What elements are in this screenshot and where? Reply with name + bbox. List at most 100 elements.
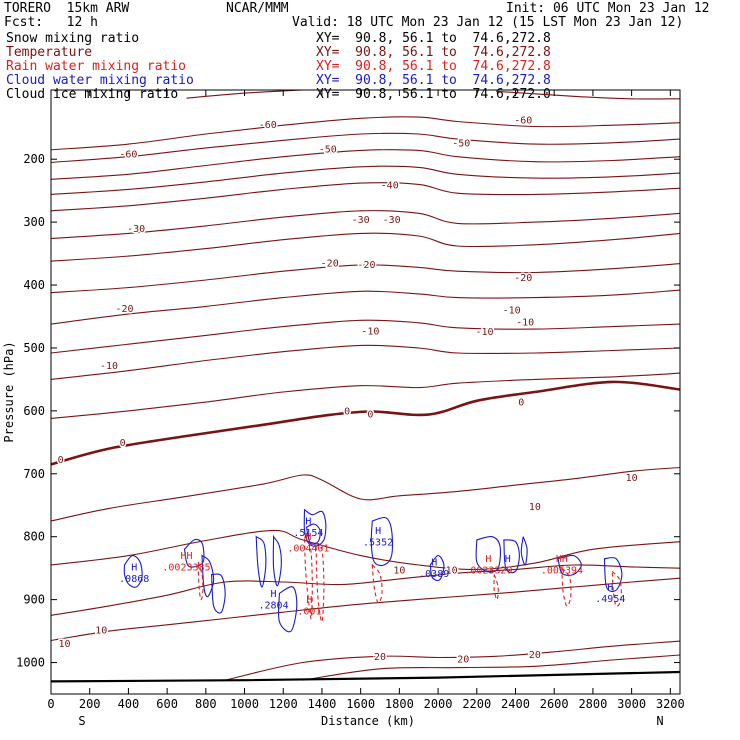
temperature-contour-label: -10 [503,306,521,317]
model-title: TORERO 15km ARW [4,1,130,16]
legend-name-temperature: Temperature [6,45,93,60]
temperature-contour-label: 10 [446,566,458,577]
y-axis-label: Pressure (hPa) [2,341,16,442]
legend-xy-cloud-water: XY= 90.8, 56.1 to 74.6,272.8 [316,73,551,88]
cloud-water-contour [277,586,298,633]
legend-name-rain: Rain water mixing ratio [6,59,187,74]
x-tick-label: 400 [118,697,140,711]
rain-water-contour [493,574,499,601]
x-tick-label: 2000 [424,697,453,711]
x-tick-label: 1200 [269,697,298,711]
maximum-marker: H [305,532,311,543]
legend-xy-snow: XY= 90.8, 56.1 to 74.6,272.8 [316,31,551,46]
x-tick-label: 1400 [308,697,337,711]
temperature-contour-label: -10 [516,318,534,329]
maximum-marker: HH [556,554,568,565]
cloud-water-contour [475,535,501,573]
temperature-contour-20 [302,654,680,681]
temperature-contour-label: -30 [127,224,145,235]
temperature-contour-label: -10 [361,326,379,337]
maximum-marker: H [485,554,491,565]
cloud-water-contour [429,555,445,582]
rain-water-contour [611,569,622,607]
temperature-contour-label: 0 [344,406,350,417]
cloud-water-contour [255,535,267,588]
maximum-marker: H [375,526,381,537]
temperature-contour-label: 10 [529,502,541,513]
y-tick-label: 300 [23,215,45,229]
temperature-contour-label: 0 [367,410,373,421]
y-tick-label: 400 [23,278,45,292]
temperature-contour-label: -10 [475,327,493,338]
temperature-contour-0 [51,372,680,419]
cloud-water-contour [557,554,582,576]
maximum-marker: HH [180,551,192,562]
temperature-contour-10 [51,466,680,522]
cloud-water-contour [272,534,282,587]
temperature-contour-label: 10 [393,566,405,577]
y-tick-label: 900 [23,593,45,607]
temperature-contour-10 [51,577,680,642]
temperature-contour--60 [51,116,680,151]
x-tick-label: 3200 [656,697,685,711]
init-time: Init: 06 UTC Mon 23 Jan 12 [506,1,710,16]
temperature-contour-label: 0 [518,398,524,409]
legend-name-snow: Snow mixing ratio [6,31,140,46]
maximum-marker: H [505,554,511,565]
legend-name-cloud-water: Cloud water mixing ratio [6,73,194,88]
temperature-contour-label: -50 [319,145,337,156]
temperature-contour-label: 10 [95,625,107,636]
org-label: NCAR/MMM [226,1,289,16]
y-tick-label: 800 [23,530,45,544]
rain-water-contour [303,534,313,620]
maximum-value-label: .001 [297,607,321,618]
cloud-water-contour [201,554,215,598]
maximum-value-label: .2804 [259,600,289,611]
temperature-contour--60 [51,132,680,163]
axes: 0 200 400 600 800 1000 1200 1400 1600 1800 2000 220… [16,90,685,711]
cloud-water-contour [503,539,520,574]
x-tick-label: 200 [79,697,101,711]
temperature-contour-label: 10 [59,639,71,650]
temperature-contour--20 [51,289,680,325]
temperature-contour-20 [225,640,680,681]
rain-water-contour [197,561,204,601]
temperature-contour-label: -20 [357,260,375,271]
x-tick-label: 2800 [578,697,607,711]
maximum-value-label: .005394 [541,566,583,577]
temperature-contour-label: -60 [514,116,532,127]
y-tick-label: 600 [23,404,45,418]
temperature-contour--50 [51,149,680,180]
maximum-marker: H [306,595,312,606]
maximum-value-label: .004401 [287,544,329,555]
x-tick-label: 2200 [462,697,491,711]
plot-content: -60 -60 -60 -50 -50 -40 -30 -30 -30 -20 -20 -20 -20 -… [51,90,680,683]
y-tick-label: 500 [23,341,45,355]
x-tick-label: 600 [156,697,178,711]
temperature-contour-label: 20 [529,650,541,661]
y-tick-label: 1000 [16,656,45,670]
temperature-contour-10 [51,529,680,570]
maximum-value-label: .0868 [119,574,149,585]
legend-xy-rain: XY= 90.8, 56.1 to 74.6,272.8 [316,59,551,74]
valid-time: Valid: 18 UTC Mon 23 Jan 12 (15 LST Mon … [292,15,684,30]
maximum-value-label: .0389 [419,569,449,580]
temperature-contour-label: -20 [321,259,339,270]
maximum-value-label: .5352 [363,537,393,548]
plot-layer: -60 -60 -60 -50 -50 -40 -30 -30 -30 -20 -20 -20 -20 -… [51,90,680,683]
temperature-contour-label: 20 [374,652,386,663]
cloud-water-contour [603,557,623,593]
temperature-contour--40 [51,182,680,212]
x-tick-label: 1000 [230,697,259,711]
cloud-water-contour [123,555,143,588]
temperature-contour-label: -50 [452,138,470,149]
cloud-water-contour [303,508,327,547]
cloud-water-contour [370,516,394,567]
maximum-value-label: .4954 [595,594,625,605]
temperature-contour-label: 0 [120,438,126,449]
temperature-contour--10 [51,344,680,380]
maximum-marker: H [431,557,437,568]
temperature-contour-label: -20 [514,273,532,284]
legend-name-cloud-ice: Cloud ice mixing ratio [6,87,179,102]
